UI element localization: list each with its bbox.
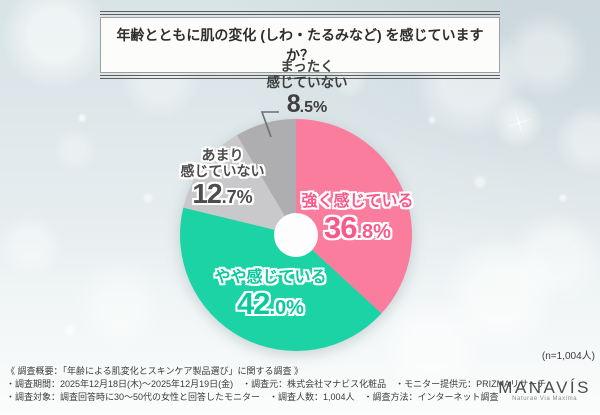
- pct-decimal: .5%: [299, 99, 328, 116]
- survey-overview-line: 《 調査概要：「年齢による肌変化とスキンケア製品選び」に関する調査 》: [6, 366, 303, 376]
- pct-decimal: .7%: [221, 187, 253, 207]
- pie-label-strongly-feel: 強く感じている 36.8%: [275, 187, 440, 243]
- donut-hole: [274, 213, 318, 257]
- brand-logo: MANAVÍS Naturae Via Maxima: [498, 379, 591, 402]
- page-title: 年齢とともに肌の変化 (しわ・たるみなど) を感じていますか？: [100, 17, 500, 73]
- segment-name: あまり 感じていない: [180, 147, 265, 179]
- pct-main: 42: [237, 286, 270, 321]
- pct-main: 36: [324, 210, 357, 245]
- segment-percentage: 42.0%: [188, 288, 353, 319]
- pct-main: 12: [192, 178, 222, 209]
- pie-slice-0: [296, 119, 412, 314]
- pie-label-not-much-feel: あまり 感じていない 12.7%: [150, 147, 295, 208]
- pct-decimal: .0%: [269, 297, 304, 319]
- question-title-box: 年齢とともに肌の変化 (しわ・たるみなど) を感じていますか？: [100, 11, 500, 79]
- segment-name: やや感じている: [214, 269, 327, 286]
- pie-slice-1: [180, 207, 382, 351]
- segment-name: まったく 感じていない: [266, 59, 348, 90]
- pct-main: 8: [286, 90, 301, 118]
- survey-details: 《 調査概要：「年齢による肌変化とスキンケア製品選び」に関する調査 》 ・調査期…: [6, 365, 546, 404]
- brand-logo-tagline: Naturae Via Maxima: [512, 396, 578, 402]
- sample-size-note: (n=1,004人): [541, 351, 595, 362]
- survey-period-line: ・調査期間：2025年12月18日(木)～2025年12月19日(金) ・調査元…: [6, 379, 547, 389]
- brand-logo-name: MANAVÍS: [498, 378, 591, 397]
- survey-target-line: ・調査対象：調査回答時に30～50代の女性と回答したモニター ・調査人数：1,0…: [6, 392, 499, 402]
- segment-percentage: 36.8%: [275, 212, 440, 243]
- pie-label-not-at-all-feel: まったく 感じていない 8.5%: [245, 59, 369, 117]
- segment-percentage: 8.5%: [245, 92, 369, 117]
- segment-percentage: 12.7%: [150, 180, 295, 208]
- segment-name: 強く感じている: [301, 193, 414, 210]
- pie-slice-3: [236, 119, 296, 235]
- pct-decimal: .8%: [356, 221, 391, 243]
- pie-chart: [180, 119, 412, 351]
- pie-slice-2: [183, 135, 296, 235]
- pie-label-somewhat-feel: やや感じている 42.0%: [188, 263, 353, 319]
